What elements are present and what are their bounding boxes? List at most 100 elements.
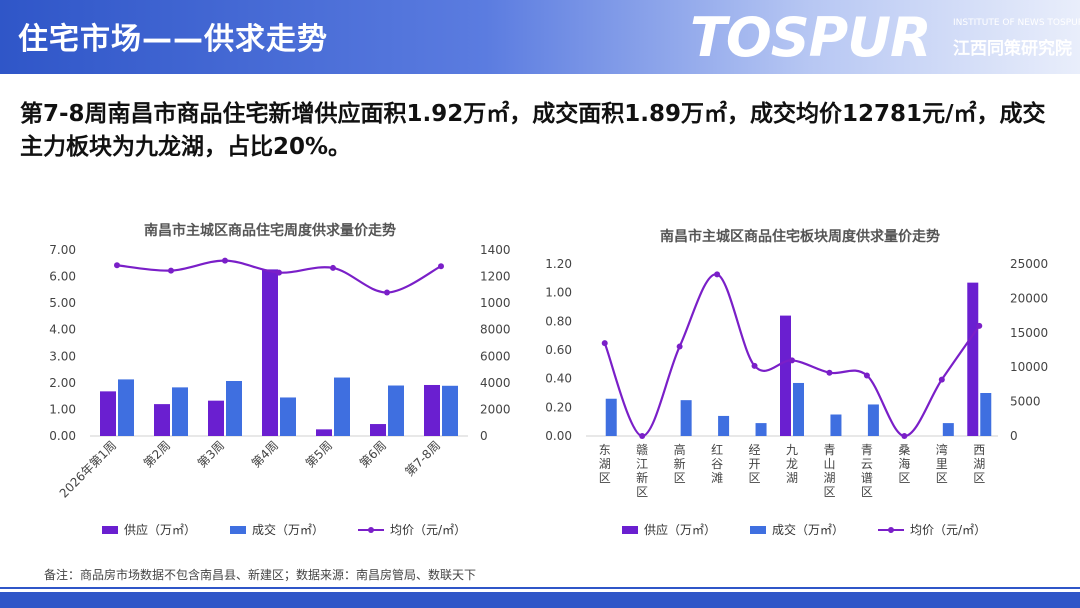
x-tick-label: 区 — [674, 471, 686, 485]
x-tick-label: 江 — [636, 457, 648, 471]
price-point — [639, 433, 646, 439]
price-point — [276, 269, 282, 276]
bar-deal — [172, 387, 188, 436]
x-tick-label: 区 — [936, 471, 948, 485]
bar-supply — [154, 404, 170, 436]
price-line — [116, 259, 442, 294]
bar-deal — [942, 423, 954, 436]
price-point — [938, 376, 945, 383]
bar-deal — [334, 377, 350, 436]
legend-price-label: 均价（元/㎡） — [390, 523, 467, 537]
price-point — [114, 262, 120, 269]
x-tick-label: 红 — [711, 442, 723, 457]
bar-deal — [280, 397, 296, 436]
bar-deal — [793, 382, 804, 436]
legend-supply-label: 供应（万㎡） — [644, 523, 717, 537]
logo-subtitle-cn: 江西同策研究院 — [953, 39, 1072, 59]
y-right-tick-label: 2000 — [480, 402, 510, 416]
x-tick-label: 九 — [786, 443, 798, 457]
footnote: 备注：商品房市场数据不包含南昌县、新建区；数据来源：南昌房管局、数联天下 — [44, 568, 477, 582]
legend-supply-swatch — [622, 525, 638, 534]
x-tick-label: 区 — [749, 471, 761, 485]
chart-title: 南昌市主城区商品住宅板块周度供求量价走势 — [660, 229, 940, 245]
bar-supply — [780, 315, 791, 436]
legend-price-label: 均价（元/㎡） — [910, 523, 987, 537]
legend-deal: 成交（万㎡） — [750, 521, 844, 538]
y-left-tick-label: 1.00 — [545, 286, 572, 300]
x-tick-label: 青 — [823, 443, 835, 457]
bar-deal — [830, 414, 842, 436]
legend-price: 均价（元/㎡） — [878, 521, 986, 538]
bar-supply — [424, 384, 440, 436]
x-tick-label: 高 — [674, 442, 686, 457]
x-tick-label: 区 — [861, 485, 873, 499]
y-left-tick-label: 6.00 — [49, 270, 76, 284]
y-right-tick-label: 10000 — [480, 296, 510, 310]
y-right-tick-label: 4000 — [480, 376, 510, 390]
x-tick-label: 湖 — [823, 470, 835, 485]
x-tick-label: 第4周 — [249, 438, 281, 470]
price-point — [384, 289, 390, 296]
legend-deal-swatch — [750, 525, 767, 534]
logo-subtitle-en: INSTITUTE OF NEWS TOSPUR — [953, 18, 1080, 28]
bar-supply — [100, 391, 116, 436]
x-tick-label: 湖 — [599, 456, 611, 471]
y-left-tick-label: 1.20 — [545, 257, 572, 271]
x-tick-label: 青 — [861, 443, 873, 457]
bar-deal — [680, 400, 692, 436]
y-left-tick-label: 0.00 — [49, 429, 76, 443]
y-right-tick-label: 0 — [1010, 429, 1018, 443]
y-left-tick-label: 0.60 — [545, 343, 572, 357]
x-tick-label: 区 — [823, 485, 835, 499]
headline-summary: 第7-8周南昌市商品住宅新增供应面积1.92万㎡，成交面积1.89万㎡，成交均价… — [20, 101, 1046, 160]
price-line — [603, 273, 981, 438]
x-tick-label: 谱 — [861, 471, 873, 485]
bar-deal — [980, 393, 992, 436]
legend-price-swatch — [358, 526, 385, 533]
x-tick-label: 区 — [898, 471, 910, 485]
chart-legend: 供应（万㎡） 成交（万㎡） 均价（元/㎡） — [622, 521, 986, 538]
y-right-tick-label: 8000 — [480, 323, 510, 337]
bar-supply — [262, 269, 278, 436]
price-point — [714, 271, 721, 278]
x-tick-label: 区 — [973, 471, 985, 485]
header-banner: 住宅市场——供求走势 TOSPUR INSTITUTE OF NEWS TOSP… — [0, 0, 1080, 74]
weekly-chart: 南昌市主城区商品住宅周度供求量价走势 0.00 1.00 2.00 3.00 4.00 5… — [30, 212, 510, 552]
bar-deal — [388, 385, 404, 436]
x-tick-label: 云 — [861, 457, 873, 471]
y-right-tick-label: 5000 — [1010, 395, 1041, 409]
x-tick-label: 湖 — [973, 456, 985, 471]
tospur-logo: TOSPUR INSTITUTE OF NEWS TOSPUR 江西同策研究院 — [690, 6, 1080, 70]
x-tick-label: 桑 — [898, 443, 910, 457]
price-point — [789, 357, 795, 364]
x-tick-label: 开 — [749, 457, 761, 471]
price-point — [751, 362, 758, 369]
bar-deal — [442, 385, 458, 436]
y-right-tick-label: 25000 — [1010, 257, 1048, 271]
district-chart: 南昌市主城区商品住宅板块周度供求量价走势 0.00 0.20 0.40 0.60 0.8… — [530, 218, 1070, 554]
logo-wordmark: TOSPUR — [690, 6, 932, 69]
weekly-chart-plot: 0.00 1.00 2.00 3.00 4.00 5.00 6.00 7.00 0 2000 400… — [49, 243, 510, 501]
x-tick-label: 谷 — [711, 457, 723, 471]
x-tick-label: 2026年第1周 — [57, 438, 119, 500]
bar-deal — [755, 423, 767, 436]
price-point — [222, 257, 228, 264]
legend-deal: 成交（万㎡） — [230, 521, 324, 538]
chart-legend: 供应（万㎡） 成交（万㎡） 均价（元/㎡） — [102, 521, 466, 538]
price-point — [168, 267, 174, 274]
x-tick-label: 第6周 — [357, 438, 389, 470]
bar-supply — [967, 282, 979, 436]
legend-supply: 供应（万㎡） — [622, 521, 716, 538]
legend-price: 均价（元/㎡） — [358, 521, 466, 538]
y-left-tick-label: 5.00 — [49, 296, 76, 310]
legend-deal-swatch — [230, 525, 247, 534]
price-point — [863, 372, 870, 379]
x-tick-label: 第7-8周 — [402, 438, 443, 479]
y-right-tick-label: 12000 — [480, 270, 510, 284]
y-left-tick-label: 3.00 — [49, 349, 76, 363]
x-tick-label: 第5周 — [303, 438, 335, 470]
bar-deal — [605, 398, 617, 436]
y-left-tick-label: 7.00 — [49, 243, 76, 257]
x-tick-label: 滩 — [711, 471, 723, 485]
bar-supply — [208, 400, 224, 436]
